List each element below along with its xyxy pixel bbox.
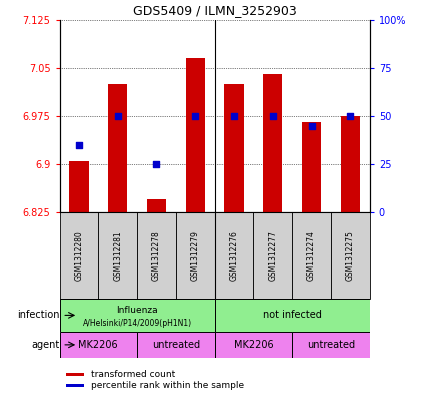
- Text: infection: infection: [17, 310, 60, 320]
- Bar: [215, 299, 370, 332]
- Bar: [108, 84, 128, 212]
- Bar: [186, 58, 205, 212]
- Bar: [176, 212, 215, 299]
- Text: GSM1312274: GSM1312274: [307, 230, 316, 281]
- Text: MK2206: MK2206: [79, 340, 118, 350]
- Text: untreated: untreated: [152, 340, 200, 350]
- Bar: [224, 84, 244, 212]
- Bar: [302, 122, 321, 212]
- Point: [76, 142, 82, 148]
- Title: GDS5409 / ILMN_3252903: GDS5409 / ILMN_3252903: [133, 4, 297, 17]
- Text: agent: agent: [31, 340, 60, 350]
- Bar: [215, 212, 253, 299]
- Bar: [66, 384, 84, 387]
- Text: GSM1312278: GSM1312278: [152, 230, 161, 281]
- Text: untreated: untreated: [307, 340, 355, 350]
- Point: [153, 161, 160, 167]
- Text: GSM1312279: GSM1312279: [191, 230, 200, 281]
- Bar: [292, 332, 370, 358]
- Bar: [331, 212, 370, 299]
- Bar: [215, 332, 292, 358]
- Text: GSM1312276: GSM1312276: [230, 230, 238, 281]
- Point: [347, 113, 354, 119]
- Bar: [341, 116, 360, 212]
- Bar: [66, 373, 84, 376]
- Text: GSM1312281: GSM1312281: [113, 230, 122, 281]
- Text: percentile rank within the sample: percentile rank within the sample: [91, 381, 244, 390]
- Point: [308, 123, 315, 129]
- Bar: [60, 332, 137, 358]
- Bar: [253, 212, 292, 299]
- Point: [192, 113, 198, 119]
- Text: not infected: not infected: [263, 310, 322, 320]
- Text: GSM1312275: GSM1312275: [346, 230, 355, 281]
- Point: [231, 113, 238, 119]
- Text: Influenza: Influenza: [116, 306, 158, 315]
- Point: [114, 113, 121, 119]
- Text: GSM1312280: GSM1312280: [74, 230, 83, 281]
- Bar: [137, 332, 215, 358]
- Text: GSM1312277: GSM1312277: [268, 230, 277, 281]
- Point: [269, 113, 276, 119]
- Text: transformed count: transformed count: [91, 370, 175, 379]
- Bar: [98, 212, 137, 299]
- Bar: [137, 212, 176, 299]
- Bar: [292, 212, 331, 299]
- Text: MK2206: MK2206: [234, 340, 273, 350]
- Bar: [147, 199, 166, 212]
- Bar: [69, 161, 88, 212]
- Bar: [60, 299, 215, 332]
- Text: A/Helsinki/P14/2009(pH1N1): A/Helsinki/P14/2009(pH1N1): [82, 319, 192, 328]
- Bar: [263, 74, 283, 212]
- Bar: [60, 212, 98, 299]
